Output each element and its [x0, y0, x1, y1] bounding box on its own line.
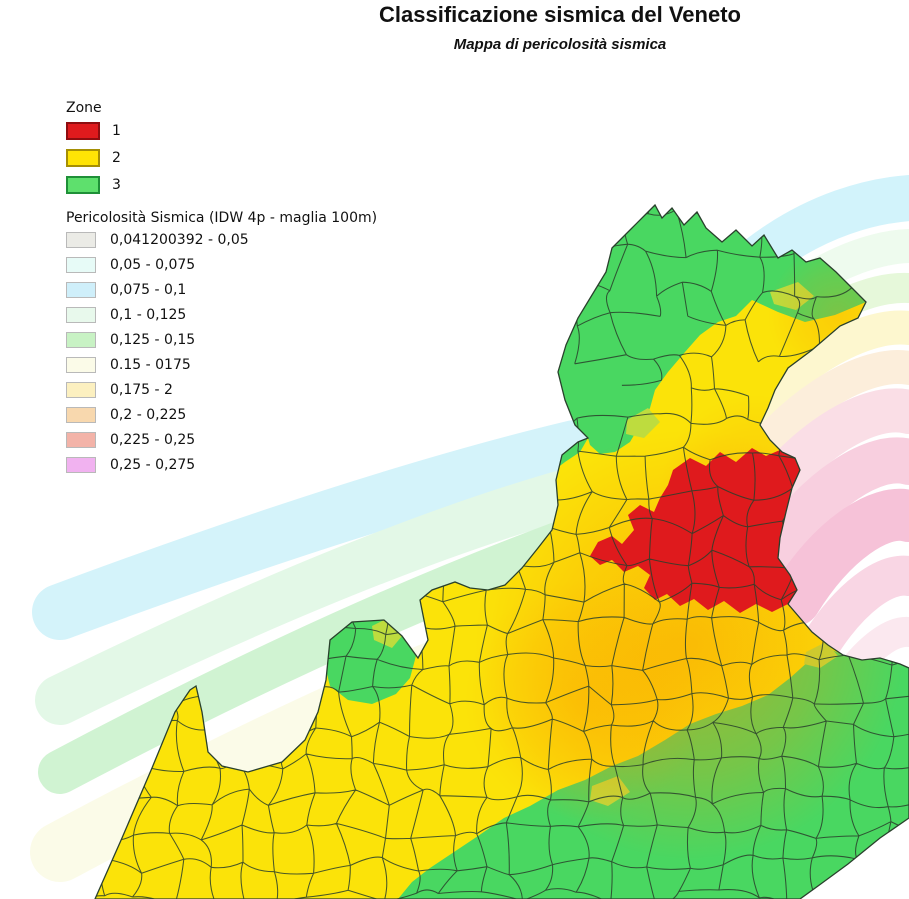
hazard-label: 0,075 - 0,1 [110, 282, 187, 298]
page-title: Classificazione sismica del Veneto [379, 2, 741, 27]
hazard-legend-item: 0,041200392 - 0,05 [66, 232, 377, 248]
hazard-label: 0.15 - 0175 [110, 357, 191, 373]
zone-swatch-3 [66, 176, 100, 194]
hazard-legend-item: 0,05 - 0,075 [66, 257, 377, 273]
hazard-legend-item: 0,1 - 0,125 [66, 307, 377, 323]
hazard-label: 0,041200392 - 0,05 [110, 232, 249, 248]
hazard-label: 0,175 - 2 [110, 382, 173, 398]
hazard-swatch-6 [66, 357, 96, 373]
hazard-legend-items: 0,041200392 - 0,05 0,05 - 0,075 0,075 - 0,… [66, 232, 377, 473]
hazard-swatch-1 [66, 232, 96, 248]
hazard-label: 0,25 - 0,275 [110, 457, 196, 473]
zone-legend-items: 1 2 3 [66, 122, 377, 194]
hazard-ribbon [769, 488, 909, 626]
hazard-legend-item: 0.15 - 0175 [66, 357, 377, 373]
zone-swatch-1 [66, 122, 100, 140]
hazard-swatch-9 [66, 432, 96, 448]
hazard-legend-item: 0,125 - 0,15 [66, 332, 377, 348]
hazard-legend: Pericolosità Sismica (IDW 4p - maglia 10… [66, 210, 377, 473]
page-subtitle: Mappa di pericolosità sismica [453, 36, 667, 53]
hazard-swatch-4 [66, 307, 96, 323]
hazard-swatch-2 [66, 257, 96, 273]
region-outline [94, 203, 909, 899]
hazard-legend-item: 0,175 - 2 [66, 382, 377, 398]
hazard-swatch-10 [66, 457, 96, 473]
hazard-ribbon [32, 420, 603, 640]
hazard-legend-item: 0,2 - 0,225 [66, 407, 377, 423]
zone-legend: Zone 1 2 3 [66, 100, 377, 194]
center-zone1-red [590, 448, 800, 613]
hazard-swatch-7 [66, 382, 96, 398]
hazard-label: 0,1 - 0,125 [110, 307, 187, 323]
hazard-label: 0,225 - 0,25 [110, 432, 196, 448]
hazard-legend-item: 0,25 - 0,275 [66, 457, 377, 473]
zone-label: 1 [112, 123, 121, 139]
hazard-swatch-3 [66, 282, 96, 298]
title-block: Classificazione sismica del Veneto Mappa… [210, 2, 909, 53]
hazard-label: 0,125 - 0,15 [110, 332, 196, 348]
zone-legend-item: 2 [66, 149, 377, 167]
hazard-label: 0,2 - 0,225 [110, 407, 187, 423]
mix-b [626, 408, 660, 438]
hazard-hot-spot [465, 580, 705, 820]
zone-label: 2 [112, 150, 121, 166]
hazard-legend-item: 0,225 - 0,25 [66, 432, 377, 448]
hazard-ribbon [35, 463, 613, 725]
hazard-legend-item: 0,075 - 0,1 [66, 282, 377, 298]
hazard-swatch-8 [66, 407, 96, 423]
hazard-swatch-5 [66, 332, 96, 348]
zone-legend-item: 1 [66, 122, 377, 140]
zone-legend-heading: Zone [66, 100, 102, 116]
hazard-legend-heading: Pericolosità Sismica (IDW 4p - maglia 10… [66, 210, 378, 226]
zone-label: 3 [112, 177, 121, 193]
legend: Zone 1 2 3 Pericolosità Sismica (IDW 4p - … [66, 100, 377, 482]
hazard-ribbon [800, 555, 909, 665]
zone-swatch-2 [66, 149, 100, 167]
hazard-ribbon [749, 437, 909, 579]
hazard-label: 0,05 - 0,075 [110, 257, 196, 273]
zone-legend-item: 3 [66, 176, 377, 194]
